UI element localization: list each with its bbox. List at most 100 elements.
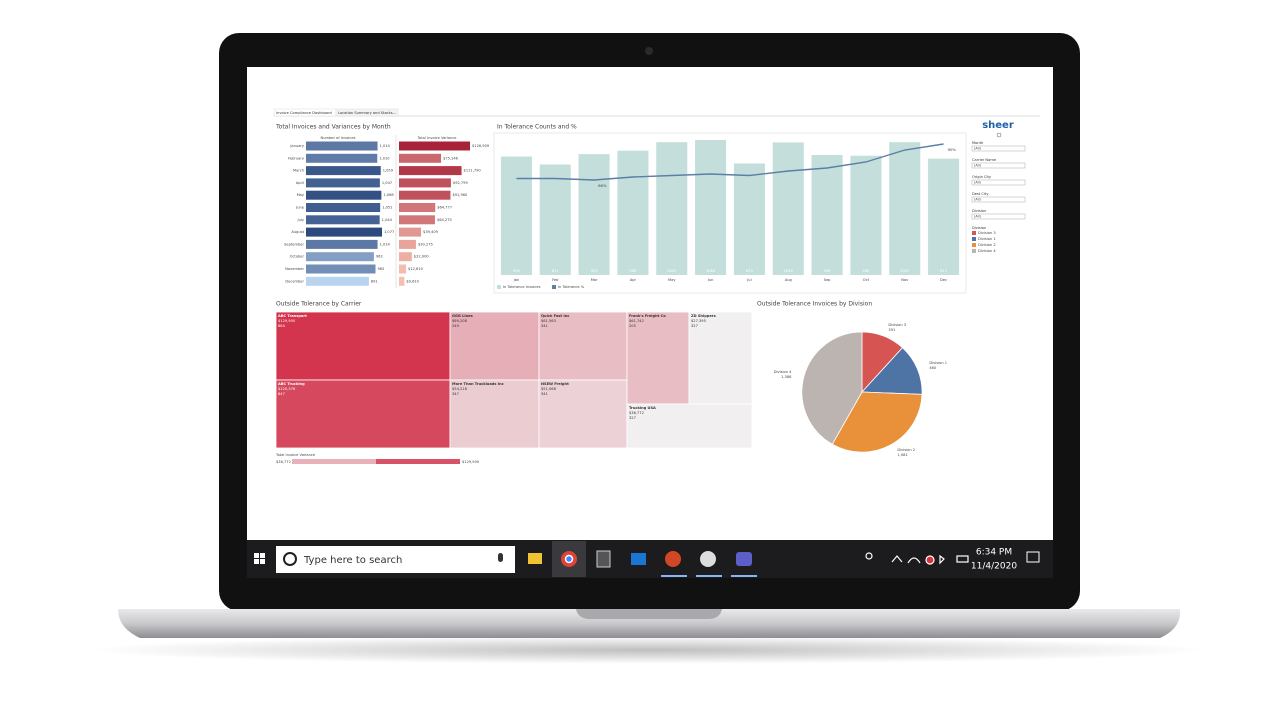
- variance-bar: [399, 239, 416, 249]
- count-bar: [306, 166, 381, 176]
- calculator-icon[interactable]: [596, 550, 611, 568]
- info-icon[interactable]: [996, 132, 1002, 138]
- carrier-name: ZD Shippers: [691, 314, 716, 318]
- carrier-name: NSEW Freight: [541, 382, 569, 386]
- count-label: 1,051: [382, 206, 392, 210]
- treemap-cell[interactable]: [626, 311, 690, 405]
- variance-bar: [399, 153, 442, 163]
- count-bar: [306, 252, 374, 262]
- treemap-cell[interactable]: [275, 379, 451, 449]
- search-box[interactable]: [276, 546, 515, 573]
- bar-label: 879: [746, 269, 754, 273]
- filter-value: (All): [974, 215, 982, 219]
- chart-title: Outside Tolerance by Carrier: [276, 301, 362, 308]
- slice-value: 460: [929, 366, 937, 370]
- carrier-variance: $51,068: [541, 387, 557, 391]
- carrier-count: 847: [278, 392, 285, 396]
- filter-dropdown[interactable]: [971, 162, 1026, 169]
- windows-logo[interactable]: [254, 553, 265, 564]
- count-bar: [306, 178, 380, 188]
- filter-dropdown[interactable]: [971, 213, 1026, 220]
- tab-label: Invoice Compliance Dashboard: [276, 111, 332, 115]
- carrier-name: More Than Truckloads Inc: [452, 382, 504, 386]
- count-label: 962: [376, 255, 383, 259]
- clock-time[interactable]: 6:34 PM: [976, 548, 1012, 558]
- carrier-variance: $61,742: [629, 319, 644, 323]
- column-title: Number of Invoices: [321, 136, 356, 140]
- carrier-variance: $61,563: [541, 319, 556, 323]
- tolerance-bar: [578, 154, 610, 275]
- legend-swatch: [972, 237, 976, 241]
- explorer-icon[interactable]: [528, 553, 542, 564]
- carrier-count: 347: [452, 392, 459, 396]
- bar-label: 946: [824, 269, 832, 273]
- pie-slice[interactable]: [831, 391, 923, 453]
- filter-label: Origin City: [972, 175, 992, 179]
- slice-value: 1,386: [781, 375, 792, 379]
- carrier-name: Trucking USA: [629, 406, 656, 410]
- variance-label: $64,777: [437, 206, 452, 210]
- clock-date[interactable]: 11/4/2020: [971, 562, 1017, 572]
- chrome-center: [564, 554, 574, 564]
- legend-min: $36,772: [276, 460, 291, 464]
- variance-label: $91,960: [452, 193, 468, 197]
- tab[interactable]: [335, 108, 399, 117]
- variance-bar: [399, 190, 451, 200]
- variance-bar: [399, 227, 422, 237]
- slice-value: 1,081: [897, 453, 907, 457]
- carrier-count: 327: [691, 324, 698, 328]
- filter-dropdown[interactable]: [971, 179, 1026, 186]
- bar-label: 934: [513, 269, 521, 273]
- tolerance-bar: [928, 158, 960, 275]
- x-tick-label: May: [668, 278, 676, 282]
- tolerance-bar: [772, 142, 804, 275]
- month-label: October: [290, 255, 305, 259]
- variance-bar: [399, 264, 407, 274]
- slice-name: Division 3: [888, 323, 906, 327]
- bar-label: 1045: [784, 269, 793, 273]
- carrier-name: GGG Lines: [452, 314, 473, 318]
- filter-value: (All): [974, 181, 982, 185]
- x-tick-label: Mar: [591, 278, 598, 282]
- variance-label: $12,610: [408, 267, 424, 271]
- treemap-cell[interactable]: [275, 311, 451, 381]
- count-bar: [306, 227, 382, 237]
- pie-slice[interactable]: [861, 347, 923, 395]
- month-label: June: [295, 206, 305, 210]
- treemap-cell[interactable]: [538, 379, 628, 449]
- chart-frame: [493, 132, 967, 294]
- column-title: Total Invoice Variance: [416, 136, 457, 140]
- bar-label: 1047: [667, 269, 676, 273]
- variance-label: $111,790: [464, 169, 482, 173]
- treemap-cell[interactable]: [688, 311, 753, 405]
- slice-name: Division 2: [897, 448, 915, 452]
- legend-label: Division 1: [978, 237, 996, 241]
- chart-title: Total Invoices and Variances by Month: [275, 124, 391, 131]
- percent-label: 90%: [948, 147, 957, 152]
- store-icon[interactable]: [631, 553, 646, 565]
- filter-dropdown[interactable]: [971, 196, 1026, 203]
- app-icon[interactable]: [700, 551, 716, 567]
- month-label: November: [285, 267, 304, 271]
- notification-icon[interactable]: [1026, 551, 1040, 563]
- treemap-cell[interactable]: [626, 403, 753, 449]
- variance-bar: [399, 203, 436, 212]
- treemap-cell[interactable]: [538, 311, 628, 381]
- variance-label: $75,146: [443, 156, 459, 160]
- filter-dropdown[interactable]: [971, 145, 1026, 152]
- bar-label: 871: [552, 269, 559, 273]
- bar-label: 1064: [706, 269, 716, 273]
- teams-icon[interactable]: [736, 552, 752, 566]
- legend-swatch: [497, 285, 501, 289]
- variance-bar: [399, 276, 405, 286]
- powerpoint-icon[interactable]: [665, 551, 681, 567]
- logo: sheer: [982, 120, 1014, 131]
- legend-title: Division: [972, 226, 986, 230]
- count-label: 1,044: [382, 218, 393, 222]
- x-tick-label: Apr: [630, 278, 637, 282]
- legend-swatch: [552, 285, 556, 289]
- count-label: 1,059: [383, 169, 394, 173]
- tolerance-bar: [850, 155, 882, 275]
- tray-icons[interactable]: [865, 552, 969, 565]
- pie-slice[interactable]: [801, 331, 863, 445]
